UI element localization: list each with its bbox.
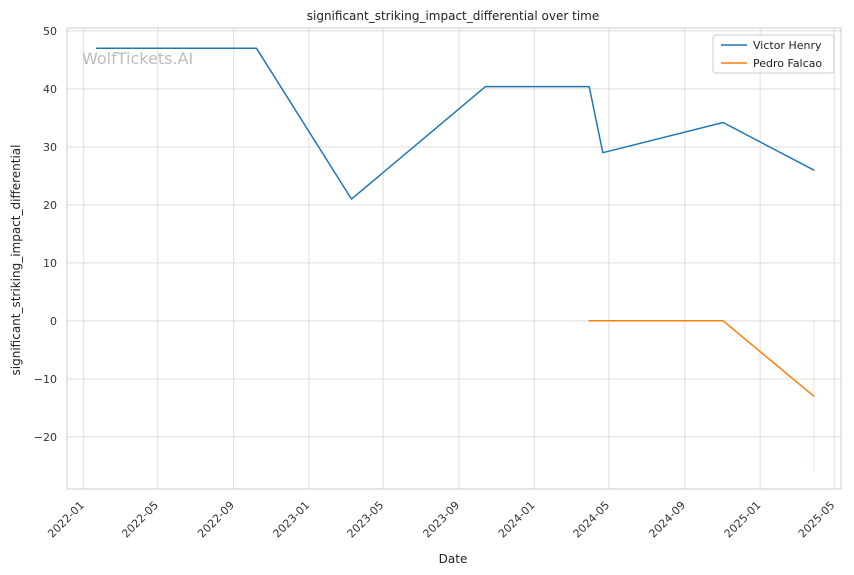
series-line-pedro-falcao — [588, 320, 815, 397]
y-tick-label: 10 — [43, 257, 57, 270]
y-axis-ticks: −20 −10 0 10 20 30 40 50 — [34, 25, 57, 444]
series-layer — [95, 47, 815, 472]
data-point-victor-henry — [485, 86, 487, 88]
data-point-pedro-falcao — [722, 320, 724, 322]
y-tick-label: −10 — [34, 373, 57, 386]
y-tick-label: 0 — [50, 315, 57, 328]
data-point-victor-henry — [602, 152, 604, 154]
y-tick-label: 50 — [43, 25, 57, 38]
grid — [67, 28, 841, 489]
data-point-pedro-falcao — [588, 320, 590, 322]
legend: Victor Henry Pedro Falcao — [712, 34, 835, 74]
x-axis-label: Date — [439, 552, 468, 566]
watermark: WolfTickets.AI — [82, 49, 193, 68]
y-tick-label: 30 — [43, 141, 57, 154]
data-point-victor-henry — [813, 169, 815, 171]
data-point-victor-henry — [256, 47, 258, 49]
y-tick-label: −20 — [34, 431, 57, 444]
y-axis-label: significant_striking_impact_differential — [9, 145, 23, 376]
data-point-pedro-falcao — [813, 395, 815, 397]
data-point-victor-henry — [588, 86, 590, 88]
chart-title: significant_striking_impact_differential… — [307, 9, 599, 23]
plot-frame — [66, 27, 842, 490]
y-tick-label: 40 — [43, 83, 57, 96]
legend-entry-pedro-falcao: Pedro Falcao — [753, 57, 822, 70]
series-line-victor-henry — [95, 47, 815, 200]
data-point-victor-henry — [722, 122, 724, 124]
legend-entry-victor-henry: Victor Henry — [753, 39, 822, 52]
y-tick-label: 20 — [43, 199, 57, 212]
data-point-victor-henry — [351, 198, 353, 200]
